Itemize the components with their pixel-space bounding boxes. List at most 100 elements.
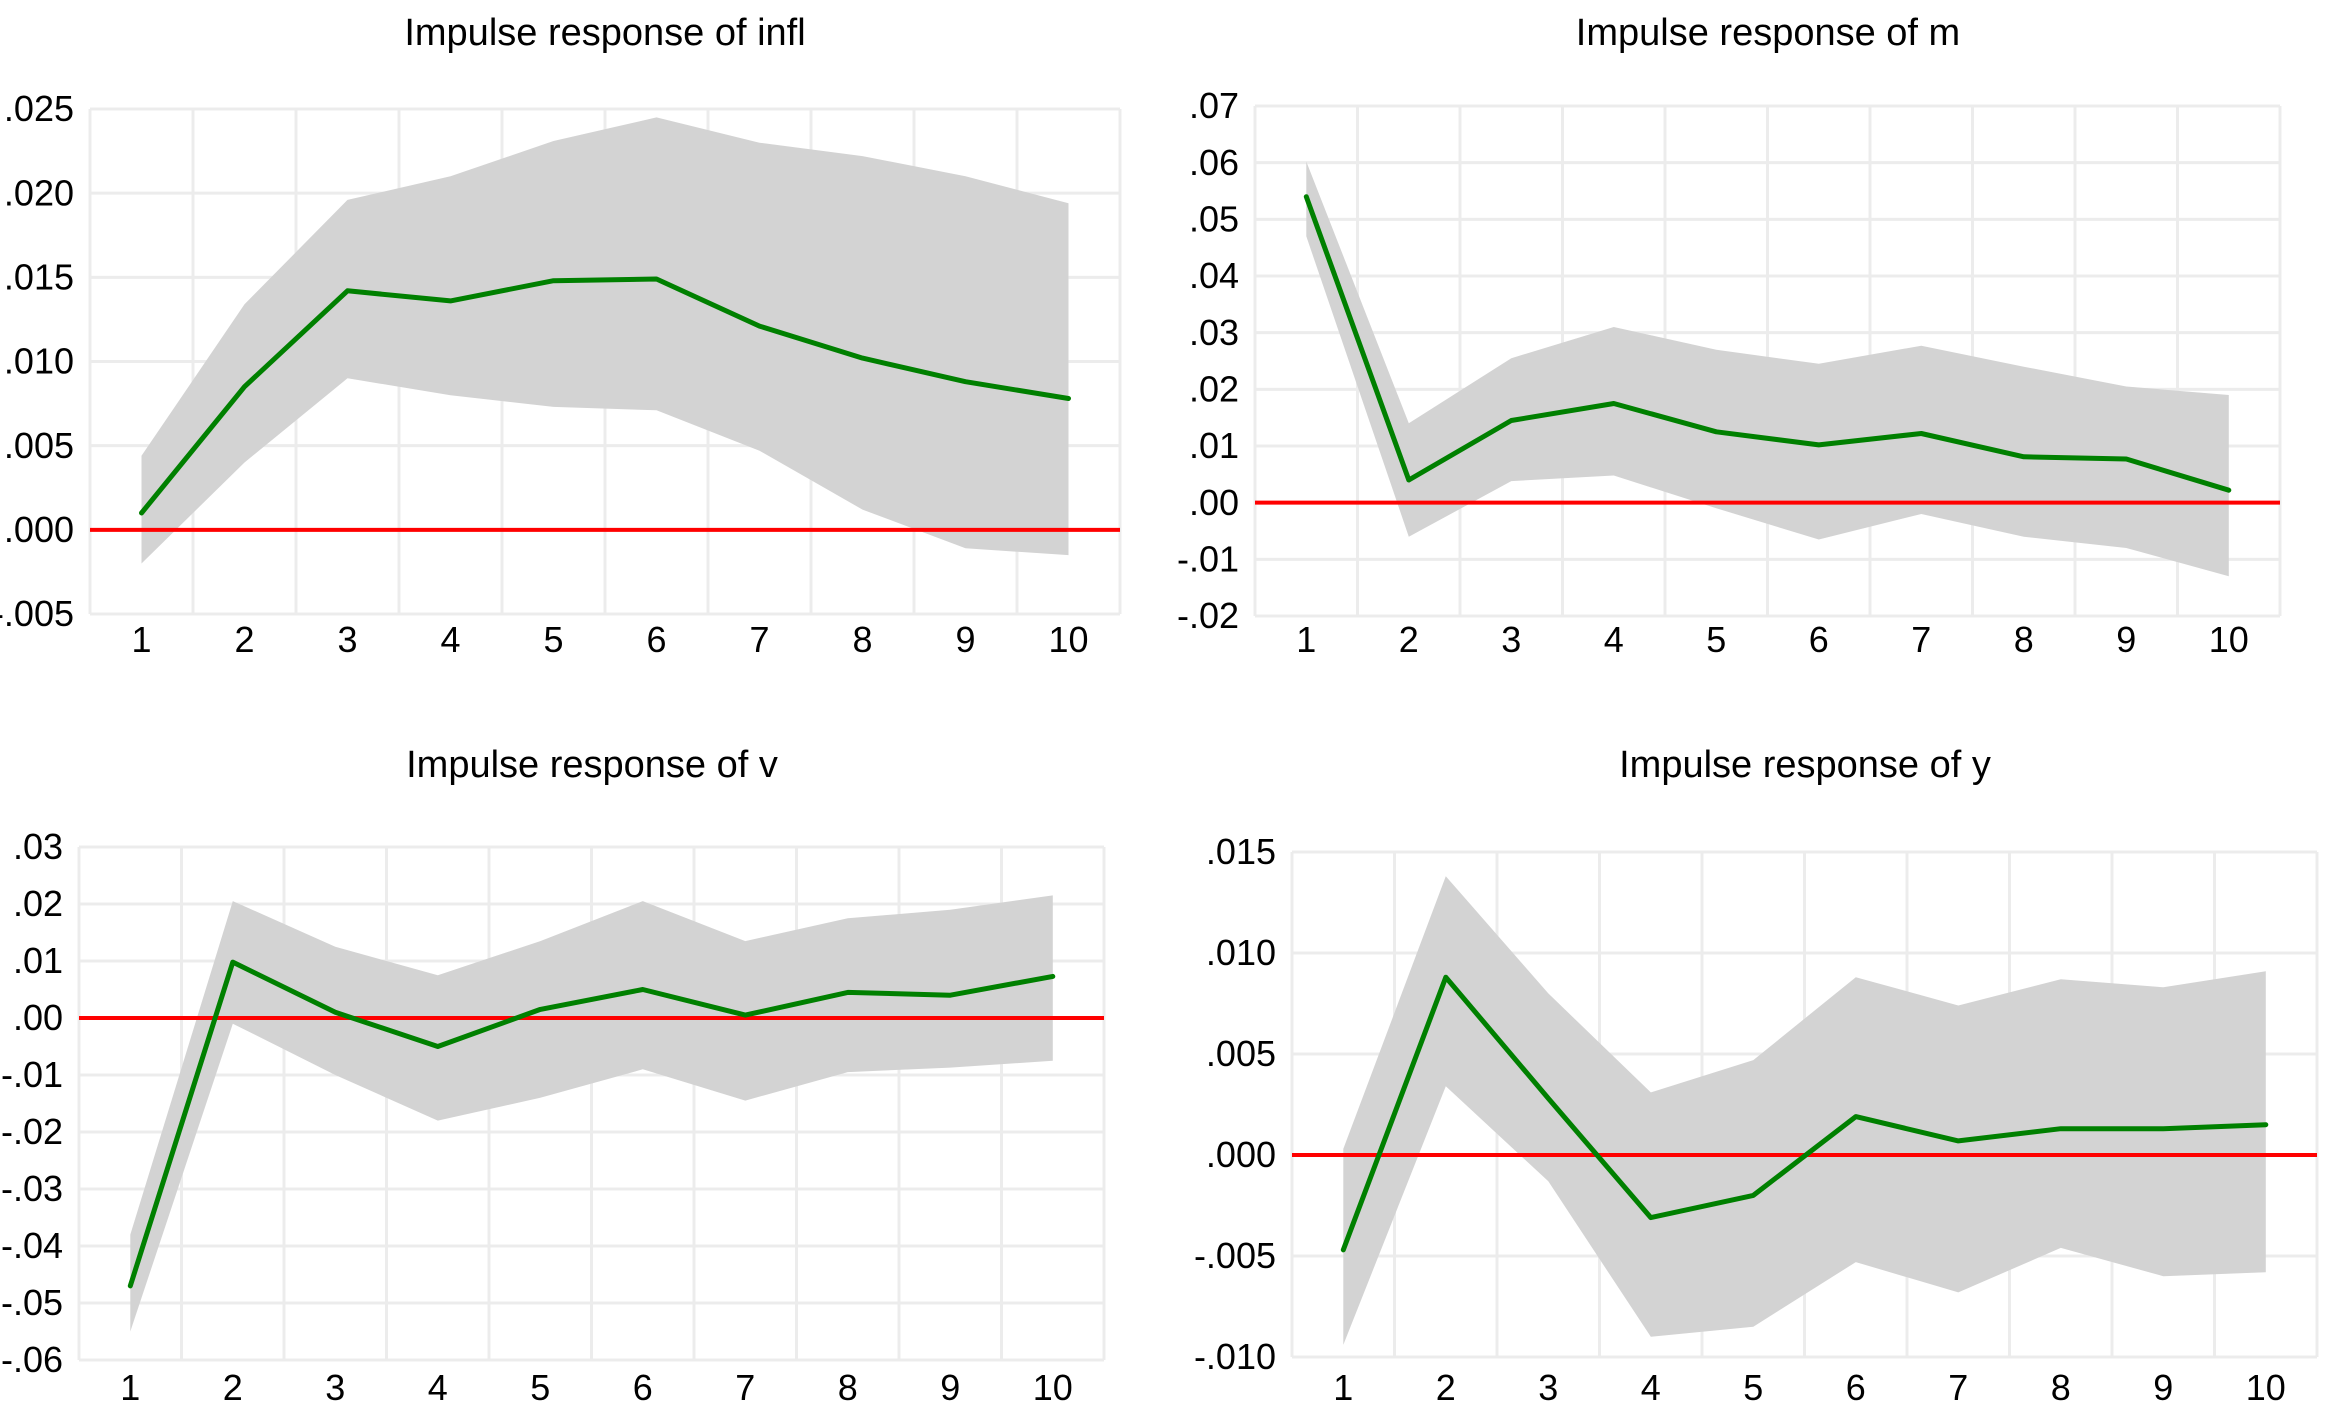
x-tick-label: 1 [131, 619, 151, 660]
x-tick-label: 10 [2209, 619, 2249, 660]
chart-title-m: Impulse response of m [1575, 12, 1961, 54]
y-tick-label: .03 [13, 826, 63, 867]
confidence-band [1343, 876, 2266, 1345]
y-tick-label: .020 [4, 172, 74, 213]
x-tick-label: 3 [1501, 619, 1521, 660]
y-axis-labels: .03 .02 .01 .00 -.01 -.02 -.03 -.04 -.05 -.06 [1, 826, 63, 1380]
x-tick-label: 2 [234, 619, 254, 660]
impulse-response-line [139, 276, 1071, 516]
x-tick-label: 4 [1604, 619, 1624, 660]
y-tick-label: .03 [1189, 312, 1239, 353]
x-tick-label: 7 [735, 1367, 755, 1408]
x-tick-label: 7 [1911, 619, 1931, 660]
y-axis-labels: .025 .020 .015 .010 .005 .000 -.005 [0, 88, 74, 634]
x-tick-label: 5 [1706, 619, 1726, 660]
impulse-response-line [127, 959, 1056, 1289]
x-tick-label: 3 [337, 619, 357, 660]
y-tick-label: .000 [1206, 1134, 1276, 1175]
chart-title-v: Impulse response of v [406, 744, 778, 786]
x-axis-labels: 1 2 3 4 5 6 7 8 9 10 [1333, 1367, 2286, 1408]
plot-impulse-response-v: .03 .02 .01 .00 -.01 -.02 -.03 -.04 -.05 -.06 1 2 3 4… [1, 826, 1106, 1408]
chart-impulse-response-m: Impulse response of m .07 .06 .05 .04 .03 .02… [1165, 0, 2330, 710]
x-tick-label: 10 [2246, 1367, 2286, 1408]
y-tick-label: .07 [1189, 85, 1239, 126]
x-tick-label: 8 [852, 619, 872, 660]
plot-impulse-response-m: .07 .06 .05 .04 .03 .02 .01 .00 -.01 -.02 1 2 3 4 5 6 7 8… [1177, 85, 2282, 660]
y-tick-label: .010 [1206, 932, 1276, 973]
x-tick-label: 8 [2051, 1367, 2071, 1408]
x-axis-labels: 1 2 3 4 5 6 7 8 9 10 [120, 1367, 1073, 1408]
y-tick-label: .010 [4, 341, 74, 382]
x-axis-labels: 1 2 3 4 5 6 7 8 9 10 [131, 619, 1088, 660]
x-tick-label: 1 [1296, 619, 1316, 660]
x-tick-label: 6 [646, 619, 666, 660]
x-tick-label: 2 [223, 1367, 243, 1408]
x-tick-label: 3 [1538, 1367, 1558, 1408]
x-tick-label: 2 [1399, 619, 1419, 660]
y-tick-label: .04 [1189, 255, 1239, 296]
x-tick-label: 4 [440, 619, 460, 660]
x-tick-label: 1 [1333, 1367, 1353, 1408]
y-tick-label: -.02 [1, 1111, 63, 1152]
x-tick-label: 1 [120, 1367, 140, 1408]
y-tick-label: .025 [4, 88, 74, 129]
x-tick-label: 9 [2116, 619, 2136, 660]
x-tick-label: 6 [1809, 619, 1829, 660]
y-tick-label: .01 [13, 940, 63, 981]
x-tick-label: 6 [633, 1367, 653, 1408]
y-tick-label: .015 [1206, 831, 1276, 872]
y-tick-label: -.01 [1, 1054, 63, 1095]
y-tick-label: -.03 [1, 1168, 63, 1209]
chart-impulse-response-infl: Impulse response of infl .025 .020 .015 .01… [0, 0, 1165, 710]
y-tick-label: -.005 [0, 593, 74, 634]
y-tick-label: .06 [1189, 142, 1239, 183]
y-tick-label: .015 [4, 257, 74, 298]
chart-title-infl: Impulse response of infl [404, 12, 806, 54]
x-tick-label: 7 [749, 619, 769, 660]
plot-impulse-response-infl: .025 .020 .015 .010 .005 .000 -.005 1 2 3 4 5 6 7 8 9 10 [0, 88, 1122, 660]
x-tick-label: 9 [940, 1367, 960, 1408]
x-tick-label: 8 [838, 1367, 858, 1408]
y-tick-label: -.06 [1, 1339, 63, 1380]
y-tick-label: .005 [1206, 1033, 1276, 1074]
y-tick-label: .02 [1189, 369, 1239, 410]
chart-title-y: Impulse response of y [1619, 744, 1991, 786]
chart-impulse-response-v: Impulse response of v .03 .02 .01 .00 -.01 -.… [0, 710, 1165, 1421]
y-tick-label: -.010 [1194, 1336, 1276, 1377]
impulse-response-line [1303, 194, 2232, 493]
x-tick-label: 4 [1641, 1367, 1661, 1408]
confidence-band [130, 895, 1053, 1332]
y-tick-label: -.01 [1177, 539, 1239, 580]
y-tick-label: -.04 [1, 1225, 63, 1266]
x-tick-label: 7 [1948, 1367, 1968, 1408]
y-tick-label: .005 [4, 425, 74, 466]
y-tick-label: -.05 [1, 1282, 63, 1323]
y-tick-label: .02 [13, 883, 63, 924]
x-axis-labels: 1 2 3 4 5 6 7 8 9 10 [1296, 619, 2249, 660]
x-tick-label: 2 [1436, 1367, 1456, 1408]
confidence-band [141, 117, 1069, 564]
gridlines [77, 845, 1106, 1362]
x-tick-label: 5 [530, 1367, 550, 1408]
chart-impulse-response-y: Impulse response of y .015 .010 .005 .000 -.… [1165, 710, 2330, 1421]
x-tick-label: 6 [1846, 1367, 1866, 1408]
x-tick-label: 5 [1743, 1367, 1763, 1408]
y-tick-label: .05 [1189, 199, 1239, 240]
y-tick-label: -.02 [1177, 595, 1239, 636]
impulse-response-line [1340, 974, 2269, 1253]
confidence-band [1306, 161, 2229, 577]
x-tick-label: 9 [955, 619, 975, 660]
x-tick-label: 3 [325, 1367, 345, 1408]
x-tick-label: 4 [428, 1367, 448, 1408]
y-axis-labels: .07 .06 .05 .04 .03 .02 .01 .00 -.01 -.02 [1177, 85, 1239, 636]
y-tick-label: .01 [1189, 425, 1239, 466]
x-tick-label: 5 [543, 619, 563, 660]
plot-impulse-response-y: .015 .010 .005 .000 -.005 -.010 1 2 3 4 5 6 7 8 9 10 [1194, 831, 2319, 1408]
y-tick-label: -.005 [1194, 1235, 1276, 1276]
y-tick-label: .00 [13, 997, 63, 1038]
x-tick-label: 10 [1048, 619, 1088, 660]
x-tick-label: 10 [1033, 1367, 1073, 1408]
x-tick-label: 9 [2153, 1367, 2173, 1408]
x-tick-label: 8 [2014, 619, 2034, 660]
